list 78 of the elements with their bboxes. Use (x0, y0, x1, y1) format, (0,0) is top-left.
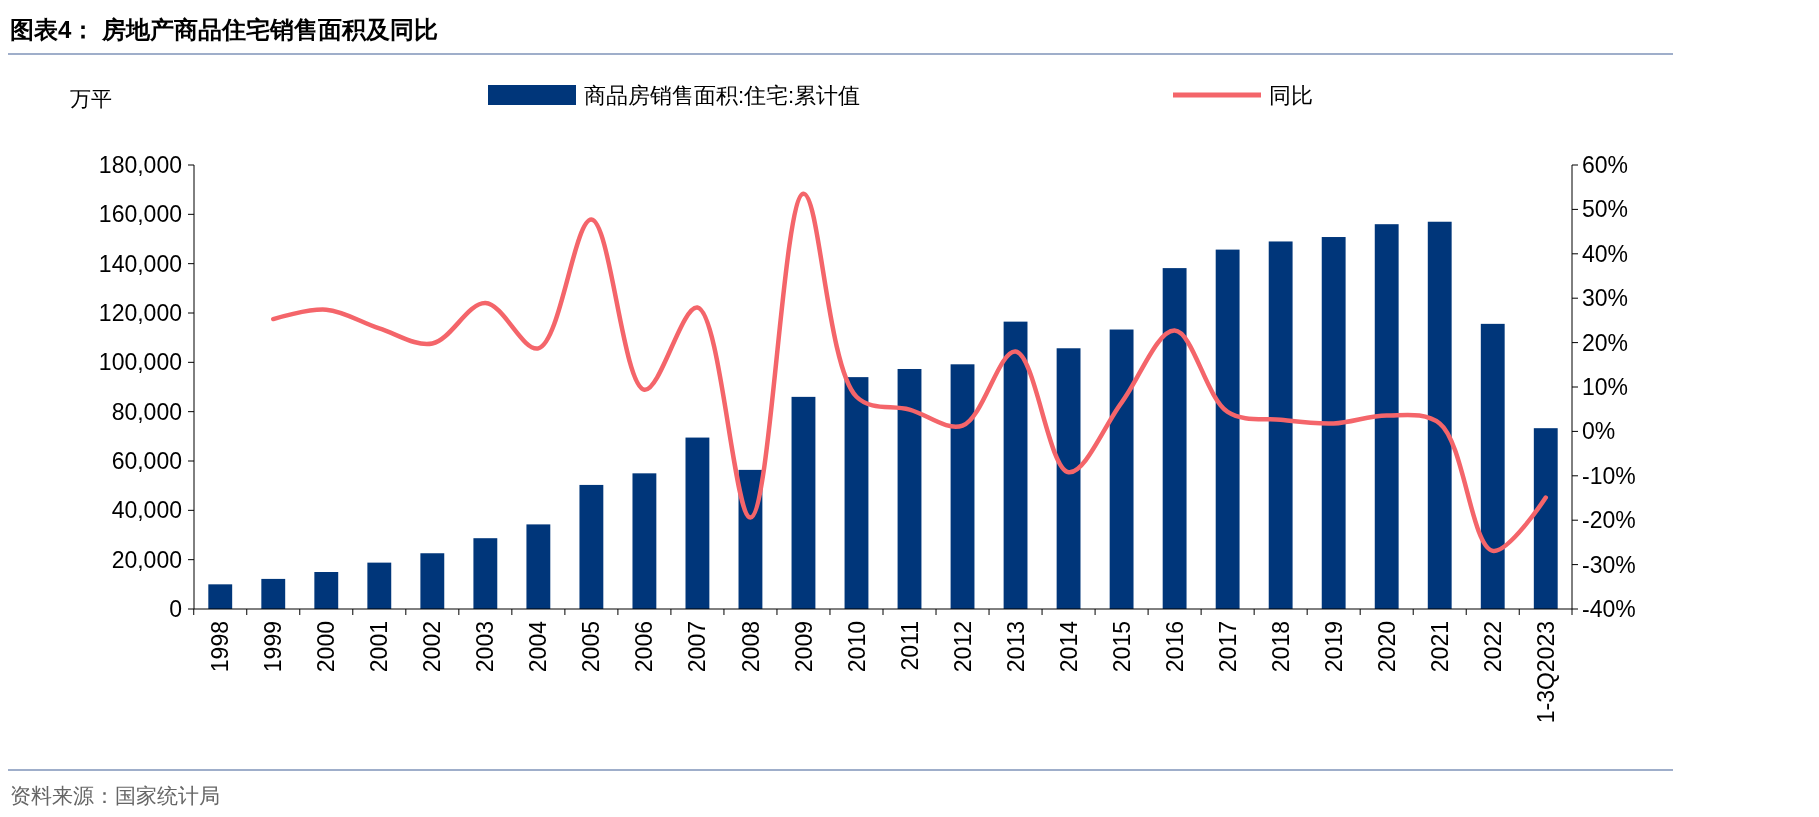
x-tick-label: 2006 (631, 621, 658, 673)
bar (1056, 348, 1081, 609)
x-tick-label: 2009 (790, 621, 817, 673)
x-tick-label: 2019 (1320, 621, 1347, 673)
y2-tick-label: 40% (1582, 240, 1629, 267)
x-tick-label: 2011 (896, 621, 923, 671)
y2-tick-label: 10% (1582, 374, 1629, 401)
legend-label: 商品房销售面积:住宅:累计值 (584, 82, 861, 108)
bar (1215, 249, 1240, 609)
bar (632, 473, 657, 609)
x-tick-label: 2016 (1161, 621, 1188, 673)
bar (791, 396, 816, 609)
bar (1480, 323, 1505, 609)
bar (1533, 428, 1558, 609)
bar (1321, 237, 1346, 609)
y-tick-label: 100,000 (98, 349, 182, 376)
bar (685, 437, 710, 609)
chart-title: 图表4： 房地产商品住宅销售面积及同比 (10, 16, 439, 43)
y-tick-label: 180,000 (98, 152, 182, 179)
y-tick-label: 80,000 (111, 398, 182, 425)
y2-tick-label: 50% (1582, 196, 1629, 223)
bar (208, 584, 233, 609)
y2-tick-label: 0% (1582, 418, 1616, 445)
x-tick-label: 2003 (472, 621, 499, 673)
x-tick-label: 2018 (1267, 621, 1294, 673)
x-tick-label: 2022 (1479, 621, 1506, 673)
x-tick-label: 2021 (1426, 621, 1453, 673)
y-tick-label: 20,000 (111, 546, 182, 573)
x-tick-label: 2001 (366, 621, 393, 673)
x-tick-label: 2002 (419, 621, 446, 673)
y2-tick-label: -30% (1582, 551, 1636, 578)
text: 资料来源：国家统计局 (10, 784, 220, 807)
x-tick-label: 2015 (1108, 621, 1135, 673)
x-tick-label: 2013 (1002, 621, 1029, 673)
bar (950, 364, 975, 609)
x-tick-label: 2008 (737, 621, 764, 673)
bar (420, 553, 445, 609)
y2-tick-label: 20% (1582, 329, 1629, 356)
line-series (271, 191, 1549, 554)
y2-tick-label: 30% (1582, 285, 1629, 312)
y-tick-label: 40,000 (111, 497, 182, 524)
y-axis-title: 万平 (70, 87, 112, 110)
bar (314, 572, 339, 609)
legend-label: 同比 (1269, 82, 1313, 108)
bar (1003, 321, 1028, 609)
bar (844, 377, 869, 609)
x-tick-label: 2007 (684, 621, 711, 673)
y2-tick-label: 60% (1582, 152, 1629, 179)
bar (473, 538, 498, 609)
y-tick-label: 140,000 (98, 250, 182, 277)
y-tick-label: 120,000 (98, 300, 182, 327)
bar (1162, 268, 1187, 609)
y-tick-label: 0 (169, 596, 182, 623)
bar (1109, 329, 1134, 609)
bar (1427, 221, 1452, 609)
y-tick-label: 160,000 (98, 201, 182, 228)
x-tick-label: 2010 (843, 621, 870, 673)
y2-tick-label: -40% (1582, 596, 1636, 623)
x-tick-label: 2014 (1055, 620, 1082, 673)
bar (526, 524, 551, 609)
bar (579, 484, 604, 609)
bar (1268, 241, 1293, 609)
bar (261, 578, 286, 609)
x-tick-label: 1998 (207, 621, 234, 673)
x-tick-label: 2020 (1373, 621, 1400, 673)
bar (1374, 224, 1399, 609)
x-tick-label: 1999 (260, 621, 287, 673)
y2-tick-label: -10% (1582, 462, 1636, 489)
x-tick-label: 2005 (578, 621, 605, 673)
x-tick-label: 2000 (313, 621, 340, 673)
y-tick-label: 60,000 (111, 448, 182, 475)
x-tick-label: 1-3Q2023 (1532, 621, 1559, 724)
x-tick-label: 2012 (949, 621, 976, 673)
y2-tick-label: -20% (1582, 507, 1636, 534)
bar (897, 368, 922, 609)
x-tick-label: 2004 (525, 620, 552, 673)
bar (367, 562, 392, 609)
x-tick-label: 2017 (1214, 621, 1241, 673)
